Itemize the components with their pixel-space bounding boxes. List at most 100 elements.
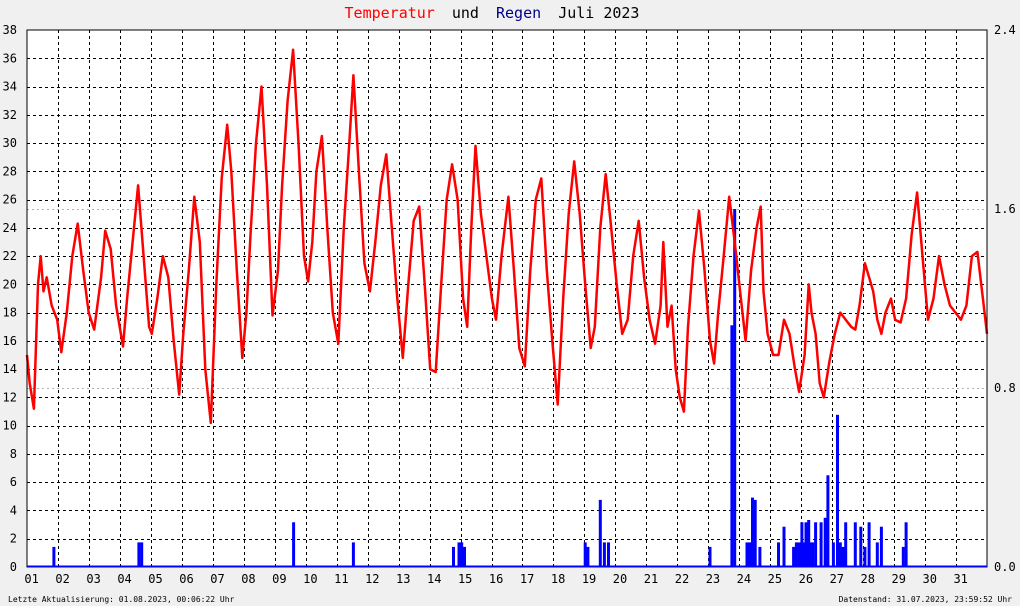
rain-bar — [792, 546, 796, 567]
rain-bar — [794, 542, 798, 567]
rain-series — [52, 209, 908, 568]
x-tick-label: 18 — [551, 572, 565, 586]
x-tick-label: 23 — [706, 572, 720, 586]
rain-bar — [586, 546, 590, 567]
y-left-tick-label: 38 — [3, 23, 17, 37]
rain-bar — [904, 522, 908, 568]
y-left-tick-label: 10 — [3, 419, 17, 433]
x-tick-label: 05 — [148, 572, 162, 586]
rain-bar — [607, 542, 610, 567]
title-und: und — [452, 4, 479, 22]
x-tick-label: 25 — [768, 572, 782, 586]
rain-bar — [808, 542, 812, 567]
rain-bar — [831, 542, 835, 567]
title-regen: Regen — [496, 4, 541, 22]
y-left-tick-label: 6 — [10, 475, 17, 489]
y-left-tick-label: 34 — [3, 80, 17, 94]
x-tick-label: 03 — [86, 572, 100, 586]
temperature-line — [25, 48, 989, 425]
y-left-tick-label: 20 — [3, 277, 17, 291]
title-temperatur: Temperatur — [345, 4, 435, 22]
x-tick-label: 14 — [427, 572, 441, 586]
rain-bar — [826, 475, 830, 567]
rain-bar — [137, 542, 141, 567]
rain-bar — [836, 414, 839, 567]
rain-bar — [583, 542, 587, 567]
rain-bar — [814, 522, 818, 568]
x-tick-label: 27 — [830, 572, 844, 586]
y-left-tick-label: 0 — [10, 560, 17, 574]
rain-bar — [457, 542, 461, 567]
footer-data-status: Datenstand: 31.07.2023, 23:59:52 Uhr — [839, 595, 1013, 604]
y-right-tick-label: 2.4 — [994, 23, 1016, 37]
y-left-tick-label: 26 — [3, 193, 17, 207]
x-axis: 01 02 03 04 05 06 07 08 09 10 11 12 13 14 15 16 17 18 19 20… — [24, 572, 967, 586]
rain-bar — [797, 542, 801, 567]
x-tick-label: 12 — [365, 572, 379, 586]
x-tick-label: 11 — [334, 572, 348, 586]
rain-bar — [823, 517, 827, 567]
title-month: Juli 2023 — [558, 4, 639, 22]
rain-bar — [853, 522, 857, 568]
rain-bar — [782, 526, 786, 567]
rain-bar — [733, 209, 737, 567]
rain-bar — [758, 546, 762, 567]
y-left-tick-label: 2 — [10, 532, 17, 546]
y-left-tick-label: 24 — [3, 221, 17, 235]
rain-bar — [751, 497, 754, 567]
y-left-tick-label: 12 — [3, 390, 17, 404]
rain-bar — [841, 546, 845, 567]
rain-bar — [745, 542, 749, 567]
y-left-tick-label: 18 — [3, 306, 17, 320]
x-tick-label: 30 — [922, 572, 936, 586]
y-right-tick-label: 0.0 — [994, 560, 1016, 574]
x-tick-label: 29 — [892, 572, 906, 586]
x-tick-label: 26 — [799, 572, 813, 586]
rain-bar — [140, 542, 144, 567]
rain-bar — [777, 542, 780, 567]
rain-bar — [598, 499, 602, 567]
y-right-axis: 0.0 0.8 1.6 2.4 — [994, 23, 1016, 574]
x-tick-label: 06 — [179, 572, 193, 586]
y-left-tick-label: 14 — [3, 362, 17, 376]
y-left-tick-label: 4 — [10, 503, 17, 517]
rain-bar — [804, 522, 808, 568]
rain-bar — [730, 325, 734, 567]
rain-bar — [875, 542, 879, 567]
x-tick-label: 08 — [241, 572, 255, 586]
x-tick-label: 07 — [210, 572, 224, 586]
rain-bar — [463, 546, 466, 567]
x-tick-label: 10 — [303, 572, 317, 586]
rain-bar — [351, 542, 355, 567]
y-left-tick-label: 28 — [3, 164, 17, 178]
rain-bar — [602, 542, 606, 567]
x-tick-label: 13 — [396, 572, 410, 586]
rain-bar — [753, 499, 757, 567]
rain-bar — [52, 546, 56, 567]
x-tick-label: 20 — [613, 572, 627, 586]
rain-bar — [844, 522, 848, 568]
rain-bar — [838, 542, 842, 567]
rain-bar — [901, 546, 905, 567]
rain-bar — [801, 542, 805, 567]
x-tick-label: 28 — [861, 572, 875, 586]
rain-bar — [748, 542, 752, 567]
x-tick-label: 21 — [644, 572, 658, 586]
x-tick-label: 02 — [55, 572, 69, 586]
x-tick-label: 04 — [117, 572, 131, 586]
x-tick-label: 24 — [737, 572, 751, 586]
y-left-tick-label: 22 — [3, 249, 17, 263]
y-left-tick-label: 16 — [3, 334, 17, 348]
rain-bar — [811, 542, 815, 567]
y-right-tick-label: 1.6 — [994, 202, 1016, 216]
chart-title: Temperatur und Regen Juli 2023 — [345, 4, 640, 22]
x-tick-label: 09 — [272, 572, 286, 586]
x-tick-label: 19 — [582, 572, 596, 586]
rain-bar — [819, 522, 823, 568]
rain-bar — [863, 546, 867, 567]
y-left-tick-label: 30 — [3, 136, 17, 150]
x-tick-label: 31 — [953, 572, 967, 586]
y-left-tick-label: 36 — [3, 51, 17, 65]
rain-bar — [452, 546, 455, 567]
